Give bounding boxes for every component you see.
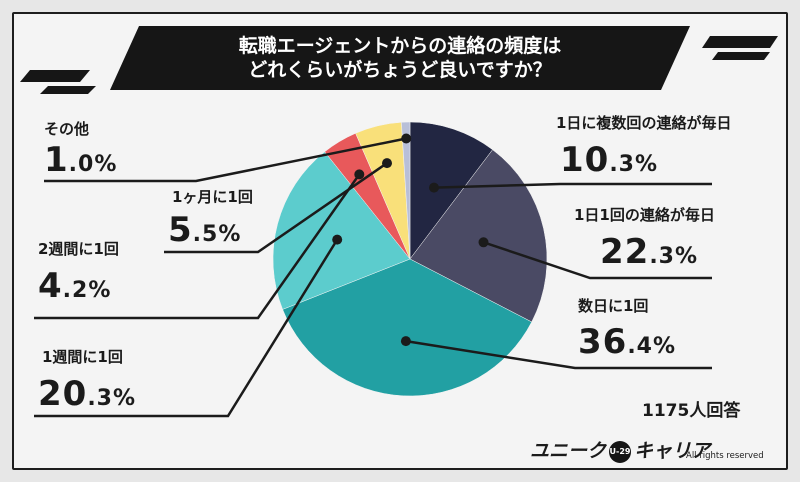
label-pct-decimal-1: .3%	[649, 244, 699, 269]
leader-dot-4	[354, 169, 365, 180]
brand-logo: ユニーク U-29 キャリア	[530, 436, 710, 463]
label-name-2: 数日に1回	[578, 297, 649, 315]
leader-dot-5	[382, 158, 392, 169]
leader-line-2	[405, 339, 712, 370]
label-pct-6: 1.0%	[44, 140, 118, 180]
leader-dot-2	[400, 336, 411, 347]
leader-line-0	[433, 182, 712, 189]
chart-title: 転職エージェントからの連絡の頻度は どれくらいがちょうど良いですか？	[110, 34, 690, 82]
pie-slice-6	[401, 121, 411, 260]
brand-badge: U-29	[609, 440, 632, 463]
copyright-text: All rights reserved	[686, 451, 764, 461]
label-pct-3: 20.3%	[38, 374, 137, 414]
label-pct-1: 22.3%	[600, 232, 699, 272]
label-name-4: 2週間に1回	[38, 240, 119, 258]
pie-slice-2	[282, 258, 533, 397]
title-line-1: 転職エージェントからの連絡の頻度は	[238, 35, 562, 57]
label-name-3: 1週間に1回	[42, 348, 123, 366]
leader-line-5	[164, 162, 388, 254]
leader-dot-3	[332, 234, 343, 245]
label-pct-decimal-3: .3%	[87, 386, 137, 411]
leader-dot-1	[478, 237, 489, 248]
stripe-right-1	[702, 36, 778, 48]
label-pct-decimal-4: .2%	[62, 278, 112, 303]
leader-line-4	[34, 173, 361, 320]
leader-line-1	[483, 241, 712, 280]
stripe-right-2	[712, 52, 770, 60]
brand-name-left: ユニーク	[530, 440, 607, 462]
pie-slice-0	[409, 121, 493, 260]
leader-dot-6	[401, 133, 412, 144]
decorative-stripes	[20, 36, 778, 94]
leader-line-3	[34, 238, 339, 418]
pie-slice-1	[409, 149, 548, 323]
respondent-count: 1175人回答	[642, 401, 741, 421]
label-pct-5: 5.5%	[168, 210, 242, 250]
label-pct-decimal-6: .0%	[68, 152, 118, 177]
label-pct-4: 4.2%	[38, 266, 112, 306]
label-name-6: その他	[44, 120, 90, 138]
label-pct-decimal-5: .5%	[192, 222, 242, 247]
stripe-left-1	[20, 70, 90, 82]
label-name-1: 1日1回の連絡が毎日	[574, 206, 715, 224]
title-banner	[110, 26, 690, 90]
label-pct-2: 36.4%	[578, 322, 677, 362]
label-pct-decimal-0: .3%	[609, 152, 659, 177]
title-line-2: どれくらいがちょうど良いですか？	[248, 59, 552, 81]
brand-name-right: キャリア	[634, 440, 711, 462]
leader-line-6	[44, 137, 407, 183]
leader-dot-0	[429, 182, 439, 193]
pie-slice-3	[272, 151, 411, 310]
label-pct-0: 10.3%	[560, 140, 659, 180]
label-name-0: 1日に複数回の連絡が毎日	[556, 114, 732, 132]
label-name-5: 1ヶ月に1回	[172, 188, 253, 206]
label-pct-decimal-2: .4%	[627, 334, 677, 359]
stripe-left-2	[40, 86, 96, 94]
